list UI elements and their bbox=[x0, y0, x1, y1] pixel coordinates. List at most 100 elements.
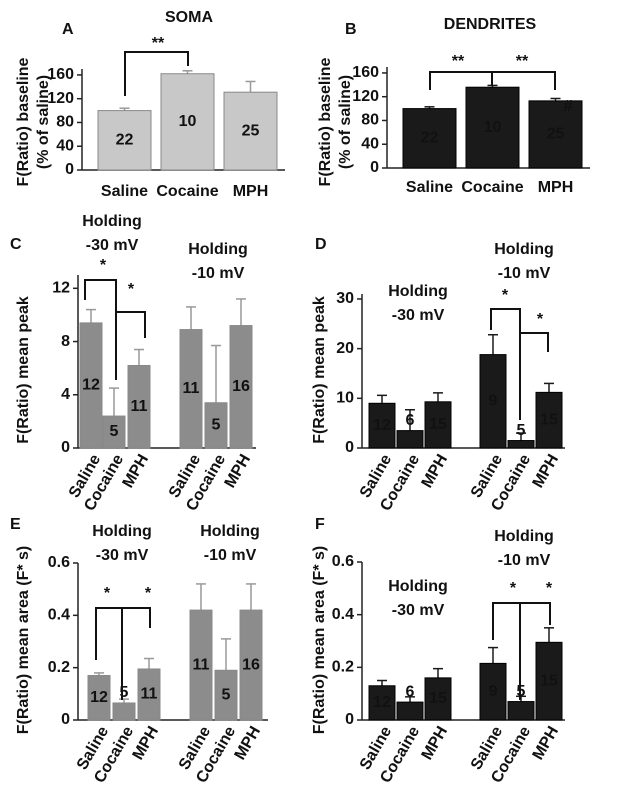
bar bbox=[97, 110, 152, 171]
significance-bracket bbox=[124, 51, 189, 96]
significance-mark: ** bbox=[516, 53, 529, 70]
panel-letter: C bbox=[10, 236, 22, 253]
n-label: 6 bbox=[406, 412, 415, 429]
bar bbox=[396, 430, 424, 449]
significance-mark: * bbox=[537, 311, 544, 328]
bar bbox=[368, 402, 396, 449]
n-label: 15 bbox=[540, 411, 558, 428]
x-tick-label: MPH bbox=[530, 452, 563, 491]
y-tick-label: 30 bbox=[336, 290, 354, 307]
significance-bracket bbox=[121, 607, 151, 700]
x-tick-label: MPH bbox=[233, 183, 269, 200]
group-label: -30 mV bbox=[86, 237, 139, 254]
significance-mark: * bbox=[510, 580, 517, 597]
y-axis-label: (% of saline) bbox=[35, 75, 52, 169]
bar bbox=[507, 440, 535, 449]
bar bbox=[396, 701, 424, 721]
y-tick-label: 0.4 bbox=[332, 606, 354, 623]
panel-letter: F bbox=[315, 516, 325, 533]
n-label: 25 bbox=[242, 122, 260, 139]
y-axis-label: F(Ratio) mean area (F* s) bbox=[311, 546, 328, 734]
group-label: Holding bbox=[82, 213, 142, 230]
y-tick-label: 20 bbox=[336, 340, 354, 357]
bar bbox=[368, 685, 396, 721]
panel-letter: B bbox=[345, 21, 357, 38]
y-tick-label: 160 bbox=[47, 66, 74, 83]
y-tick-label: 0 bbox=[61, 439, 70, 456]
y-tick-label: 0 bbox=[65, 161, 74, 178]
bar bbox=[528, 100, 583, 169]
y-tick-label: 0.6 bbox=[332, 553, 354, 570]
n-label: 9 bbox=[489, 683, 498, 700]
bar bbox=[137, 668, 161, 721]
significance-mark: ** bbox=[452, 53, 465, 70]
bar bbox=[214, 669, 238, 721]
n-label: 11 bbox=[183, 380, 200, 397]
significance-mark: ** bbox=[152, 35, 165, 52]
significance-mark: * bbox=[128, 281, 135, 298]
n-label: 5 bbox=[120, 684, 129, 701]
significance-bracket bbox=[490, 308, 521, 420]
group-label: -30 mV bbox=[392, 307, 445, 324]
bar bbox=[479, 354, 507, 449]
bar bbox=[160, 73, 215, 171]
panel-letter: D bbox=[315, 236, 327, 253]
panel-letter: E bbox=[10, 516, 21, 533]
bar bbox=[535, 641, 563, 721]
significance-bracket bbox=[519, 602, 551, 700]
n-label: 16 bbox=[232, 378, 250, 395]
n-label: 12 bbox=[373, 694, 391, 711]
x-tick-label: Saline bbox=[406, 179, 453, 196]
significance-mark: * bbox=[546, 580, 553, 597]
bar bbox=[102, 415, 126, 449]
group-label: Holding bbox=[92, 523, 152, 540]
n-label: 15 bbox=[429, 690, 447, 707]
group-label: -10 mV bbox=[192, 265, 245, 282]
y-tick-label: 0.4 bbox=[48, 607, 70, 624]
n-label: 12 bbox=[373, 417, 391, 434]
n-label: 15 bbox=[429, 416, 447, 433]
y-tick-label: 10 bbox=[336, 390, 354, 407]
n-label: 5 bbox=[517, 683, 526, 700]
significance-mark: * bbox=[145, 585, 152, 602]
group-label: Holding bbox=[388, 283, 448, 300]
bar bbox=[465, 86, 520, 169]
group-label: Holding bbox=[388, 578, 448, 595]
n-label: 16 bbox=[242, 656, 260, 673]
n-label: 11 bbox=[141, 686, 158, 703]
y-axis-label: F(Ratio) mean peak bbox=[311, 296, 328, 444]
n-label: 5 bbox=[517, 422, 526, 439]
bar bbox=[127, 364, 151, 449]
x-tick-label: MPH bbox=[530, 724, 563, 763]
bar bbox=[479, 662, 507, 721]
bar bbox=[223, 91, 278, 171]
bar bbox=[79, 322, 103, 449]
panel-title: DENDRITES bbox=[444, 16, 537, 33]
y-axis-label: (% of saline) bbox=[337, 75, 354, 169]
bar bbox=[424, 677, 452, 721]
y-tick-label: 0.2 bbox=[48, 659, 70, 676]
y-axis-label: F(Ratio) mean area (F* s) bbox=[15, 546, 32, 734]
group-label: -10 mV bbox=[498, 265, 551, 282]
n-label: 12 bbox=[90, 689, 108, 706]
x-tick-label: MPH bbox=[232, 724, 265, 763]
y-tick-label: 160 bbox=[352, 64, 379, 81]
n-label: 10 bbox=[484, 119, 502, 136]
n-label: 9 bbox=[489, 393, 498, 410]
significance-mark: * bbox=[502, 287, 509, 304]
significance-bracket bbox=[115, 311, 146, 338]
x-tick-label: MPH bbox=[222, 452, 255, 491]
n-label: 5 bbox=[212, 417, 221, 434]
x-tick-label: Cocaine bbox=[156, 183, 218, 200]
bar bbox=[204, 402, 228, 449]
group-label: -10 mV bbox=[204, 547, 257, 564]
y-tick-label: 40 bbox=[361, 135, 379, 152]
panel-title: SOMA bbox=[165, 9, 213, 26]
x-tick-label: MPH bbox=[120, 452, 153, 491]
bar bbox=[229, 325, 253, 449]
y-tick-label: 0 bbox=[345, 439, 354, 456]
x-tick-label: MPH bbox=[130, 724, 163, 763]
x-tick-label: MPH bbox=[538, 179, 574, 196]
bar bbox=[535, 391, 563, 449]
